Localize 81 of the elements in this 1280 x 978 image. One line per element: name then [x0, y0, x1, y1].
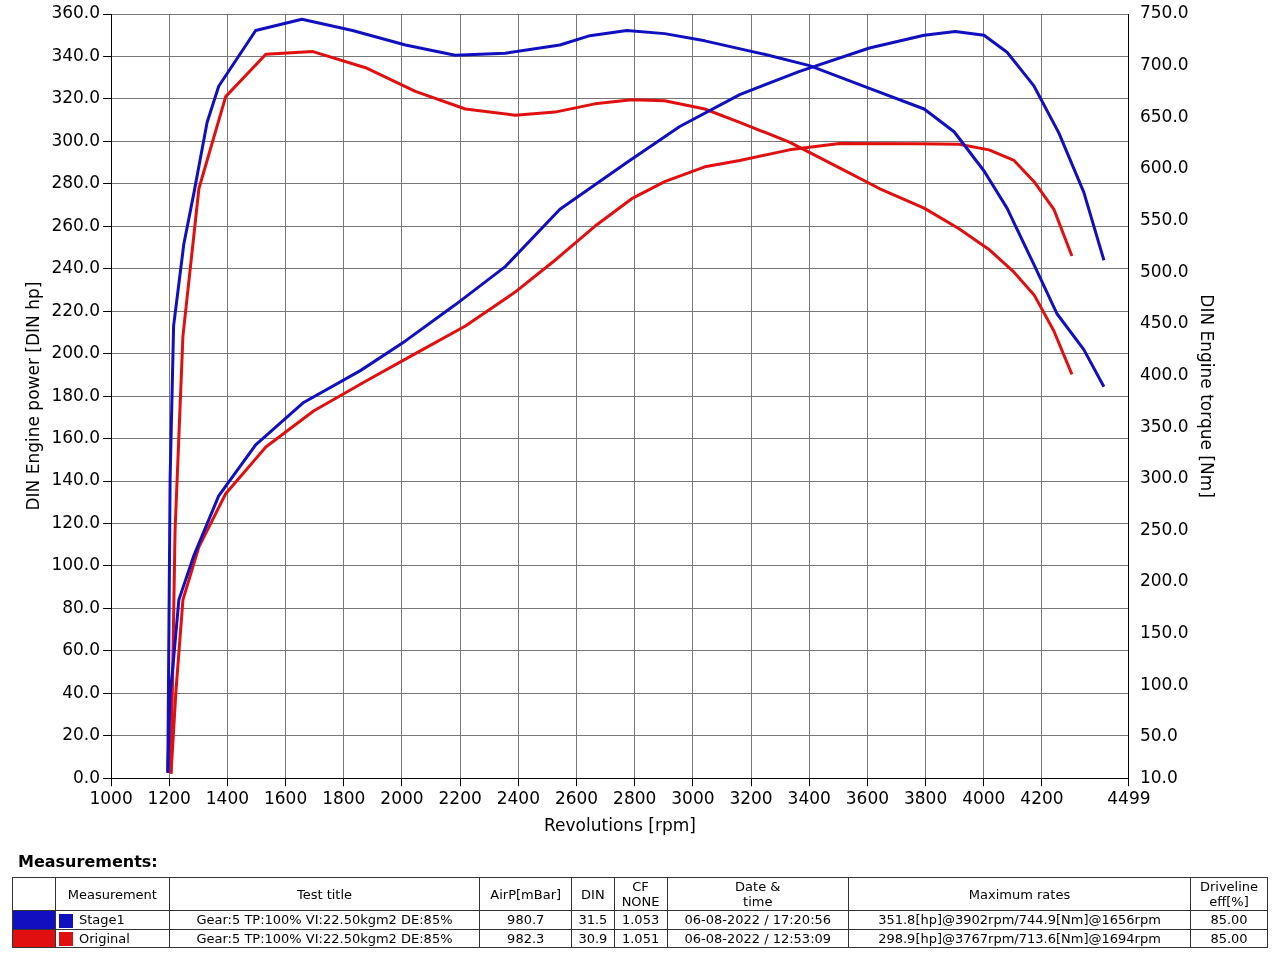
- y2-axis-title: DIN Engine torque [Nm]: [1197, 294, 1218, 498]
- y-tick-label: 280.0: [51, 172, 101, 193]
- x-tick-label: 2200: [438, 787, 482, 808]
- y2-tick-label: 650.0: [1139, 105, 1189, 126]
- x-tick-label: 4499: [1107, 787, 1151, 808]
- x-tick-label: 2600: [554, 787, 599, 808]
- text: 1.053: [614, 910, 668, 929]
- y-tick-label: 180.0: [51, 384, 101, 405]
- legend-label: Original: [79, 930, 130, 946]
- text: 1.051: [614, 929, 668, 948]
- x-axis-title: Revolutions [rpm]: [544, 815, 696, 836]
- text: 06-08-2022 / 17:20:56: [667, 910, 849, 929]
- text: 85.00: [1190, 929, 1268, 948]
- x-tick-label: 2000: [380, 787, 424, 808]
- y2-tick-label: 10.0: [1139, 766, 1178, 787]
- x-tick-label: 2400: [496, 787, 540, 808]
- x-tick-label: 1400: [205, 787, 250, 808]
- y-tick-label: 80.0: [62, 596, 101, 617]
- text: Date & time: [667, 877, 849, 911]
- y2-tick-label: 600.0: [1139, 157, 1189, 178]
- text: 85.00: [1190, 910, 1268, 929]
- legend-label: Stage1: [79, 912, 125, 927]
- y2-tick-label: 550.0: [1139, 208, 1189, 229]
- y-tick-label: 320.0: [51, 87, 101, 108]
- y-tick-label: 340.0: [51, 44, 101, 65]
- y2-tick-label: 300.0: [1139, 467, 1189, 488]
- text: 31.5: [571, 910, 615, 929]
- y-tick-label: 40.0: [62, 681, 101, 702]
- text: Gear:5 TP:100% VI:22.50kgm2 DE:85%: [169, 910, 480, 929]
- y-tick-label: 0.0: [73, 766, 101, 787]
- text: CF NONE: [614, 877, 668, 911]
- text: 06-08-2022 / 12:53:09: [667, 929, 849, 948]
- y-tick-label: 140.0: [51, 469, 101, 490]
- text: Maximum rates: [848, 877, 1191, 911]
- x-tick-label: 3600: [845, 787, 890, 808]
- y-tick-label: 260.0: [51, 214, 101, 235]
- y-tick-label: 200.0: [51, 342, 101, 363]
- text: Test title: [169, 877, 480, 911]
- text: DIN: [571, 877, 615, 911]
- y-tick-label: 300.0: [51, 129, 101, 150]
- text: 980.7: [479, 910, 572, 929]
- text: Driveline eff[%]: [1190, 877, 1268, 911]
- x-tick-label: 3200: [729, 787, 773, 808]
- y-tick-label: 160.0: [51, 426, 101, 447]
- y-axis-title: DIN Engine power [DIN hp]: [22, 281, 43, 511]
- text: 30.9: [571, 929, 615, 948]
- x-tick-label: 4200: [1020, 787, 1064, 808]
- y-tick-label: 60.0: [62, 639, 101, 660]
- y-tick-label: 20.0: [62, 724, 101, 745]
- x-tick-label: 3400: [787, 787, 831, 808]
- x-tick-label: 2800: [613, 787, 657, 808]
- y2-tick-label: 450.0: [1139, 312, 1189, 333]
- y2-tick-label: 500.0: [1139, 260, 1189, 281]
- y-tick-label: 100.0: [51, 554, 101, 575]
- y2-tick-label: 400.0: [1139, 363, 1189, 384]
- y2-tick-label: 200.0: [1139, 570, 1189, 591]
- text: Measurement: [55, 877, 170, 911]
- x-tick-label: 1200: [147, 787, 191, 808]
- x-tick-label: 1000: [89, 787, 133, 808]
- text: 298.9[hp]@3767rpm/713.6[Nm]@1694rpm: [848, 929, 1191, 948]
- y2-tick-label: 50.0: [1139, 725, 1178, 746]
- y2-tick-label: 100.0: [1139, 673, 1189, 694]
- text: AirP[mBar]: [479, 877, 572, 911]
- x-tick-label: 3800: [903, 787, 948, 808]
- y2-tick-label: 350.0: [1139, 415, 1189, 436]
- y2-tick-label: 750.0: [1139, 2, 1189, 23]
- y-tick-label: 120.0: [51, 511, 101, 532]
- text: Gear:5 TP:100% VI:22.50kgm2 DE:85%: [169, 929, 480, 948]
- text: 982.3: [479, 929, 572, 948]
- text: Measurements:: [18, 852, 159, 871]
- y-tick-label: 220.0: [51, 299, 101, 320]
- x-tick-label: 1600: [263, 787, 308, 808]
- y2-tick-label: 250.0: [1139, 518, 1189, 539]
- y-tick-label: 360.0: [51, 2, 101, 23]
- y-tick-label: 240.0: [51, 257, 101, 278]
- x-tick-label: 1800: [322, 787, 366, 808]
- x-tick-label: 3000: [671, 787, 715, 808]
- y2-tick-label: 700.0: [1139, 54, 1189, 75]
- y2-tick-label: 150.0: [1139, 622, 1189, 643]
- text: 351.8[hp]@3902rpm/744.9[Nm]@1656rpm: [848, 910, 1191, 929]
- x-tick-label: 4000: [962, 787, 1006, 808]
